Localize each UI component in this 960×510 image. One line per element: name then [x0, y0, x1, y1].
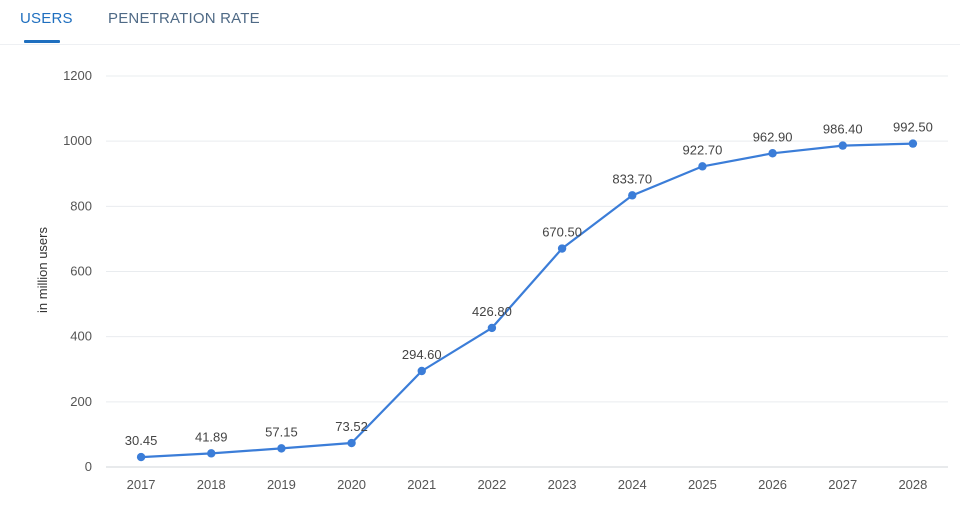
data-point[interactable]	[838, 141, 847, 150]
data-label: 992.50	[893, 120, 933, 135]
x-tick-label: 2024	[618, 477, 647, 492]
data-label: 30.45	[125, 433, 158, 448]
data-label: 41.89	[195, 429, 228, 444]
x-axis-ticks: 2017 2018 2019 2020 2021 2022 2023 2024 2025 2026…	[127, 477, 928, 492]
data-point[interactable]	[557, 244, 567, 253]
x-tick-label: 2025	[688, 477, 717, 492]
y-tick-label: 0	[85, 459, 92, 474]
y-tick-label: 800	[70, 198, 92, 213]
data-point[interactable]	[768, 149, 777, 158]
data-point[interactable]	[277, 444, 286, 453]
data-label: 670.50	[542, 225, 582, 240]
data-point[interactable]	[908, 139, 918, 148]
data-point[interactable]	[628, 191, 637, 200]
data-label: 922.70	[683, 142, 723, 157]
data-point[interactable]	[487, 323, 497, 333]
data-point[interactable]	[347, 438, 356, 448]
data-labels: 30.45 41.89 57.15 73.52 294.60 426.80 670.50 83…	[125, 120, 933, 448]
y-tick-label: 1200	[63, 68, 92, 83]
x-tick-label: 2022	[477, 477, 506, 492]
series-line	[141, 142, 913, 459]
x-tick-label: 2027	[828, 477, 857, 492]
data-label: 833.70	[612, 171, 652, 186]
data-point[interactable]	[136, 452, 146, 462]
data-label: 294.60	[402, 347, 442, 362]
y-axis-ticks: 0 200 400 600 800 1000 1200	[63, 68, 92, 474]
x-tick-label: 2018	[197, 477, 226, 492]
y-tick-label: 200	[70, 394, 92, 409]
y-axis-title: in million users	[35, 227, 50, 313]
gridlines	[106, 75, 948, 468]
y-tick-label: 600	[70, 264, 92, 279]
y-tick-label: 400	[70, 329, 92, 344]
x-tick-label: 2020	[337, 477, 366, 492]
data-label: 73.52	[335, 419, 368, 434]
data-label: 962.90	[753, 129, 793, 144]
x-tick-label: 2021	[407, 477, 436, 492]
data-point[interactable]	[417, 366, 426, 376]
data-point[interactable]	[207, 449, 216, 458]
data-points	[136, 139, 918, 462]
data-point[interactable]	[698, 162, 707, 171]
x-tick-label: 2019	[267, 477, 296, 492]
y-tick-label: 1000	[63, 133, 92, 148]
data-label: 426.80	[472, 304, 512, 319]
data-label: 986.40	[823, 122, 863, 137]
x-tick-label: 2023	[548, 477, 577, 492]
tab-bar: USERS PENETRATION RATE	[0, 0, 960, 45]
data-label: 57.15	[265, 424, 298, 439]
tab-penetration-rate[interactable]: PENETRATION RATE	[108, 10, 260, 27]
x-tick-label: 2026	[758, 477, 787, 492]
x-tick-label: 2017	[127, 477, 156, 492]
tab-users[interactable]: USERS	[20, 10, 73, 27]
x-tick-label: 2028	[898, 477, 927, 492]
active-tab-indicator	[24, 40, 60, 43]
